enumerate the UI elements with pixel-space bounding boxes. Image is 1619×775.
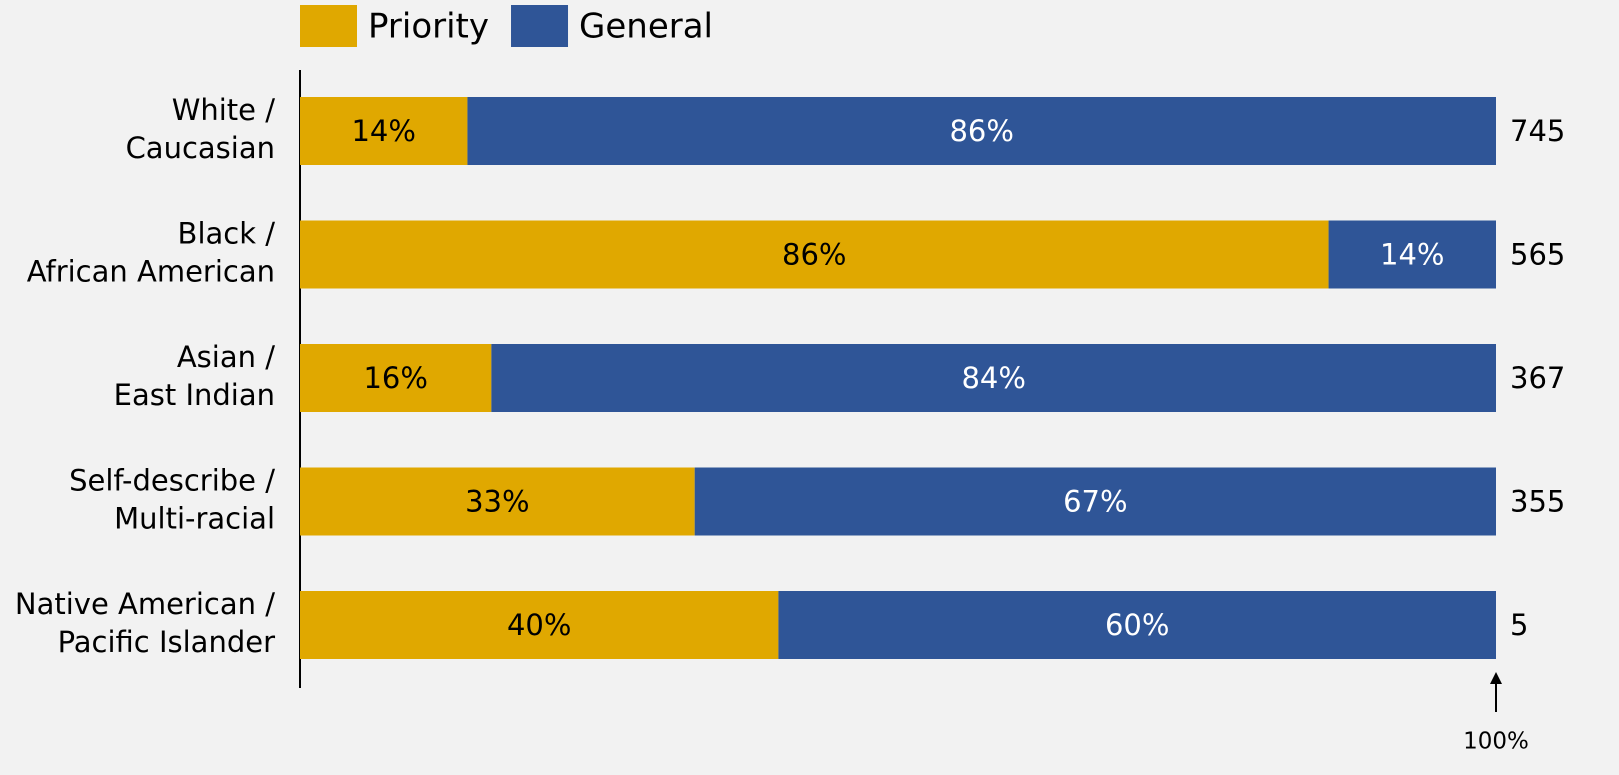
y-tick-label-line: African American [27, 255, 275, 289]
total-label: 5 [1510, 608, 1528, 642]
y-tick-label-line: East Indian [114, 378, 275, 412]
legend-label: Priority [368, 7, 489, 47]
bar-segment [300, 97, 468, 165]
y-tick-label-line: Black / [178, 217, 276, 251]
data-label: 14% [1380, 238, 1444, 272]
legend-swatch [511, 5, 569, 47]
bar-segment [694, 467, 1496, 536]
y-tick-label-line: Caucasian [126, 131, 275, 165]
total-label: 355 [1510, 485, 1565, 519]
y-tick-label-line: Self-describe / [69, 464, 275, 498]
bar-segment [300, 591, 779, 659]
data-label: 60% [1105, 608, 1169, 642]
legend-label: General [579, 7, 713, 47]
annotation-label: 100% [1463, 729, 1529, 755]
data-label: 33% [465, 485, 529, 519]
bar-segment [300, 344, 492, 412]
bar-segment [300, 220, 1329, 289]
y-tick-label-line: Native American / [15, 587, 275, 621]
y-tick-label: Black / African American [27, 217, 276, 289]
y-tick-label-line: Multi-racial [114, 502, 275, 536]
total-label: 565 [1510, 238, 1565, 272]
bar-segment [778, 591, 1496, 659]
y-tick-label: Self-describe / Multi-racial [69, 464, 275, 536]
bar-segment [467, 97, 1497, 165]
y-tick-label-line: Asian / [177, 340, 275, 374]
legend-swatch [300, 5, 357, 47]
data-label: 84% [961, 361, 1025, 395]
bar-segment [300, 467, 695, 536]
data-label: 67% [1063, 485, 1127, 519]
y-tick-label-line: White / [172, 93, 276, 127]
annotation-arrowhead [1490, 672, 1502, 684]
data-label: 16% [363, 361, 427, 395]
bar-segment [1328, 220, 1496, 289]
total-label: 367 [1510, 361, 1565, 395]
y-tick-label: White / Caucasian [126, 93, 276, 165]
bar-segment [491, 344, 1496, 412]
data-label: 86% [782, 238, 846, 272]
data-label: 40% [507, 608, 571, 642]
y-tick-label-line: Pacific Islander [58, 625, 276, 659]
total-label: 745 [1510, 114, 1565, 148]
data-label: 86% [949, 114, 1013, 148]
y-tick-label: Asian / East Indian [114, 340, 276, 412]
data-label: 14% [351, 114, 415, 148]
y-tick-label: Native American / Pacific Islander [15, 587, 275, 659]
